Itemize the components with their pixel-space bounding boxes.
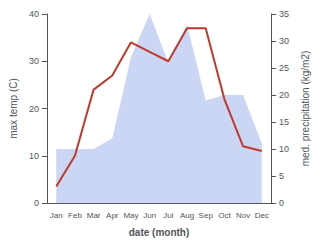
svg-text:15: 15 bbox=[279, 117, 289, 127]
svg-text:40: 40 bbox=[29, 9, 39, 19]
svg-text:May: May bbox=[123, 211, 138, 220]
svg-text:Dec: Dec bbox=[255, 211, 269, 220]
svg-text:0: 0 bbox=[279, 198, 284, 208]
svg-text:Apr: Apr bbox=[106, 211, 119, 220]
svg-text:35: 35 bbox=[279, 9, 289, 19]
svg-text:Feb: Feb bbox=[68, 211, 82, 220]
svg-text:Sep: Sep bbox=[199, 211, 214, 220]
svg-text:20: 20 bbox=[279, 90, 289, 100]
svg-text:Jun: Jun bbox=[143, 211, 156, 220]
svg-text:date (month): date (month) bbox=[129, 227, 190, 238]
svg-text:Aug: Aug bbox=[180, 211, 194, 220]
svg-text:0: 0 bbox=[34, 198, 39, 208]
svg-text:30: 30 bbox=[279, 36, 289, 46]
svg-text:20: 20 bbox=[29, 104, 39, 114]
svg-text:max temp (C): max temp (C) bbox=[8, 78, 19, 139]
svg-text:25: 25 bbox=[279, 63, 289, 73]
svg-text:10: 10 bbox=[29, 151, 39, 161]
svg-text:10: 10 bbox=[279, 144, 289, 154]
svg-text:Jul: Jul bbox=[163, 211, 173, 220]
svg-text:Nov: Nov bbox=[236, 211, 250, 220]
svg-text:Jan: Jan bbox=[50, 211, 63, 220]
svg-text:30: 30 bbox=[29, 56, 39, 66]
svg-text:Mar: Mar bbox=[87, 211, 101, 220]
svg-text:Oct: Oct bbox=[218, 211, 231, 220]
svg-text:med. precipitation (kg/m2): med. precipitation (kg/m2) bbox=[300, 51, 311, 167]
svg-text:5: 5 bbox=[279, 171, 284, 181]
